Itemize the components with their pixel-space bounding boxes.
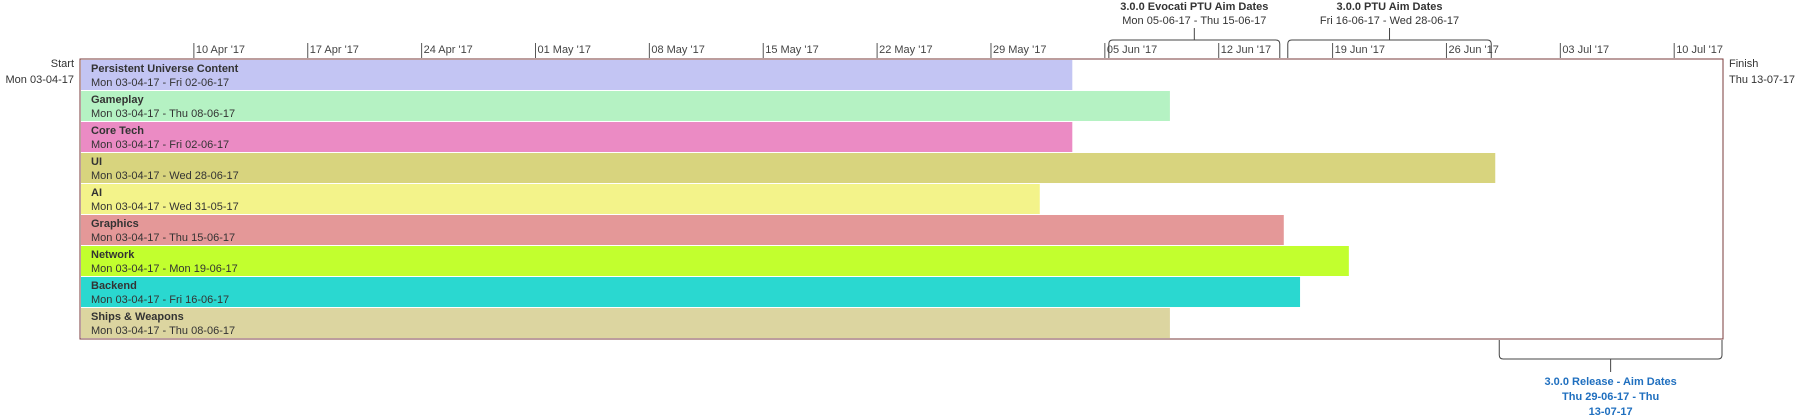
task-name-label: Graphics [91,218,139,230]
task-dates-label: Mon 03-04-17 - Fri 02-06-17 [91,139,229,151]
axis-tick-label: 10 Jul '17 [1676,44,1723,56]
task-bar [81,215,1284,245]
axis-tick-label: 17 Apr '17 [310,44,359,56]
task-name-label: Backend [91,280,137,292]
task-dates-label: Mon 03-04-17 - Thu 08-06-17 [91,108,235,120]
finish-label: Finish [1729,58,1758,70]
task-dates-label: Mon 03-04-17 - Fri 16-06-17 [91,294,229,306]
task-bar [81,153,1496,183]
task-name-label: Core Tech [91,125,144,137]
task-dates-label: Mon 03-04-17 - Fri 02-06-17 [91,77,229,89]
task-name-label: UI [91,156,102,168]
axis-tick-label: 26 Jun '17 [1448,44,1498,56]
finish-date-label: Thu 13-07-17 [1729,74,1795,86]
task-dates-label: Mon 03-04-17 - Wed 28-06-17 [91,170,239,182]
release-label: 3.0.0 Release - Aim Dates [1544,376,1676,388]
axis-tick-label: 05 Jun '17 [1107,44,1157,56]
task-bar [81,308,1170,338]
axis-tick-label: 10 Apr '17 [196,44,245,56]
task-bar [81,122,1073,152]
axis-tick-label: 22 May '17 [879,44,932,56]
task-name-label: Network [91,249,135,261]
annotation-dates: Mon 05-06-17 - Thu 15-06-17 [1122,15,1266,27]
task-name-label: Ships & Weapons [91,311,184,323]
task-bar [81,184,1040,214]
task-dates-label: Mon 03-04-17 - Thu 15-06-17 [91,232,235,244]
annotation-title: 3.0.0 PTU Aim Dates [1337,1,1443,13]
release-label: Thu 29-06-17 - Thu [1562,391,1659,403]
axis-tick-label: 15 May '17 [765,44,818,56]
task-dates-label: Mon 03-04-17 - Thu 08-06-17 [91,325,235,337]
axis-tick-label: 08 May '17 [651,44,704,56]
task-bar [81,246,1349,276]
task-name-label: Persistent Universe Content [91,63,239,75]
start-label: Start [51,58,74,70]
start-date-label: Mon 03-04-17 [6,74,75,86]
plot-border [79,58,1724,340]
task-dates-label: Mon 03-04-17 - Wed 31-05-17 [91,201,239,213]
task-dates-label: Mon 03-04-17 - Mon 19-06-17 [91,263,238,275]
axis-tick-label: 19 Jun '17 [1335,44,1385,56]
annotation-title: 3.0.0 Evocati PTU Aim Dates [1120,1,1268,13]
task-name-label: AI [91,187,102,199]
release-label: 13-07-17 [1589,406,1633,418]
release-bracket [1498,340,1723,360]
axis-tick-label: 03 Jul '17 [1562,44,1609,56]
task-bar [81,91,1170,121]
annotation-dates: Fri 16-06-17 - Wed 28-06-17 [1320,15,1459,27]
axis-tick-label: 29 May '17 [993,44,1046,56]
task-bar [81,277,1301,307]
axis-tick-label: 12 Jun '17 [1221,44,1271,56]
axis-tick-label: 01 May '17 [537,44,590,56]
task-name-label: Gameplay [91,94,144,106]
axis-tick-label: 24 Apr '17 [424,44,473,56]
task-bar [81,60,1073,90]
